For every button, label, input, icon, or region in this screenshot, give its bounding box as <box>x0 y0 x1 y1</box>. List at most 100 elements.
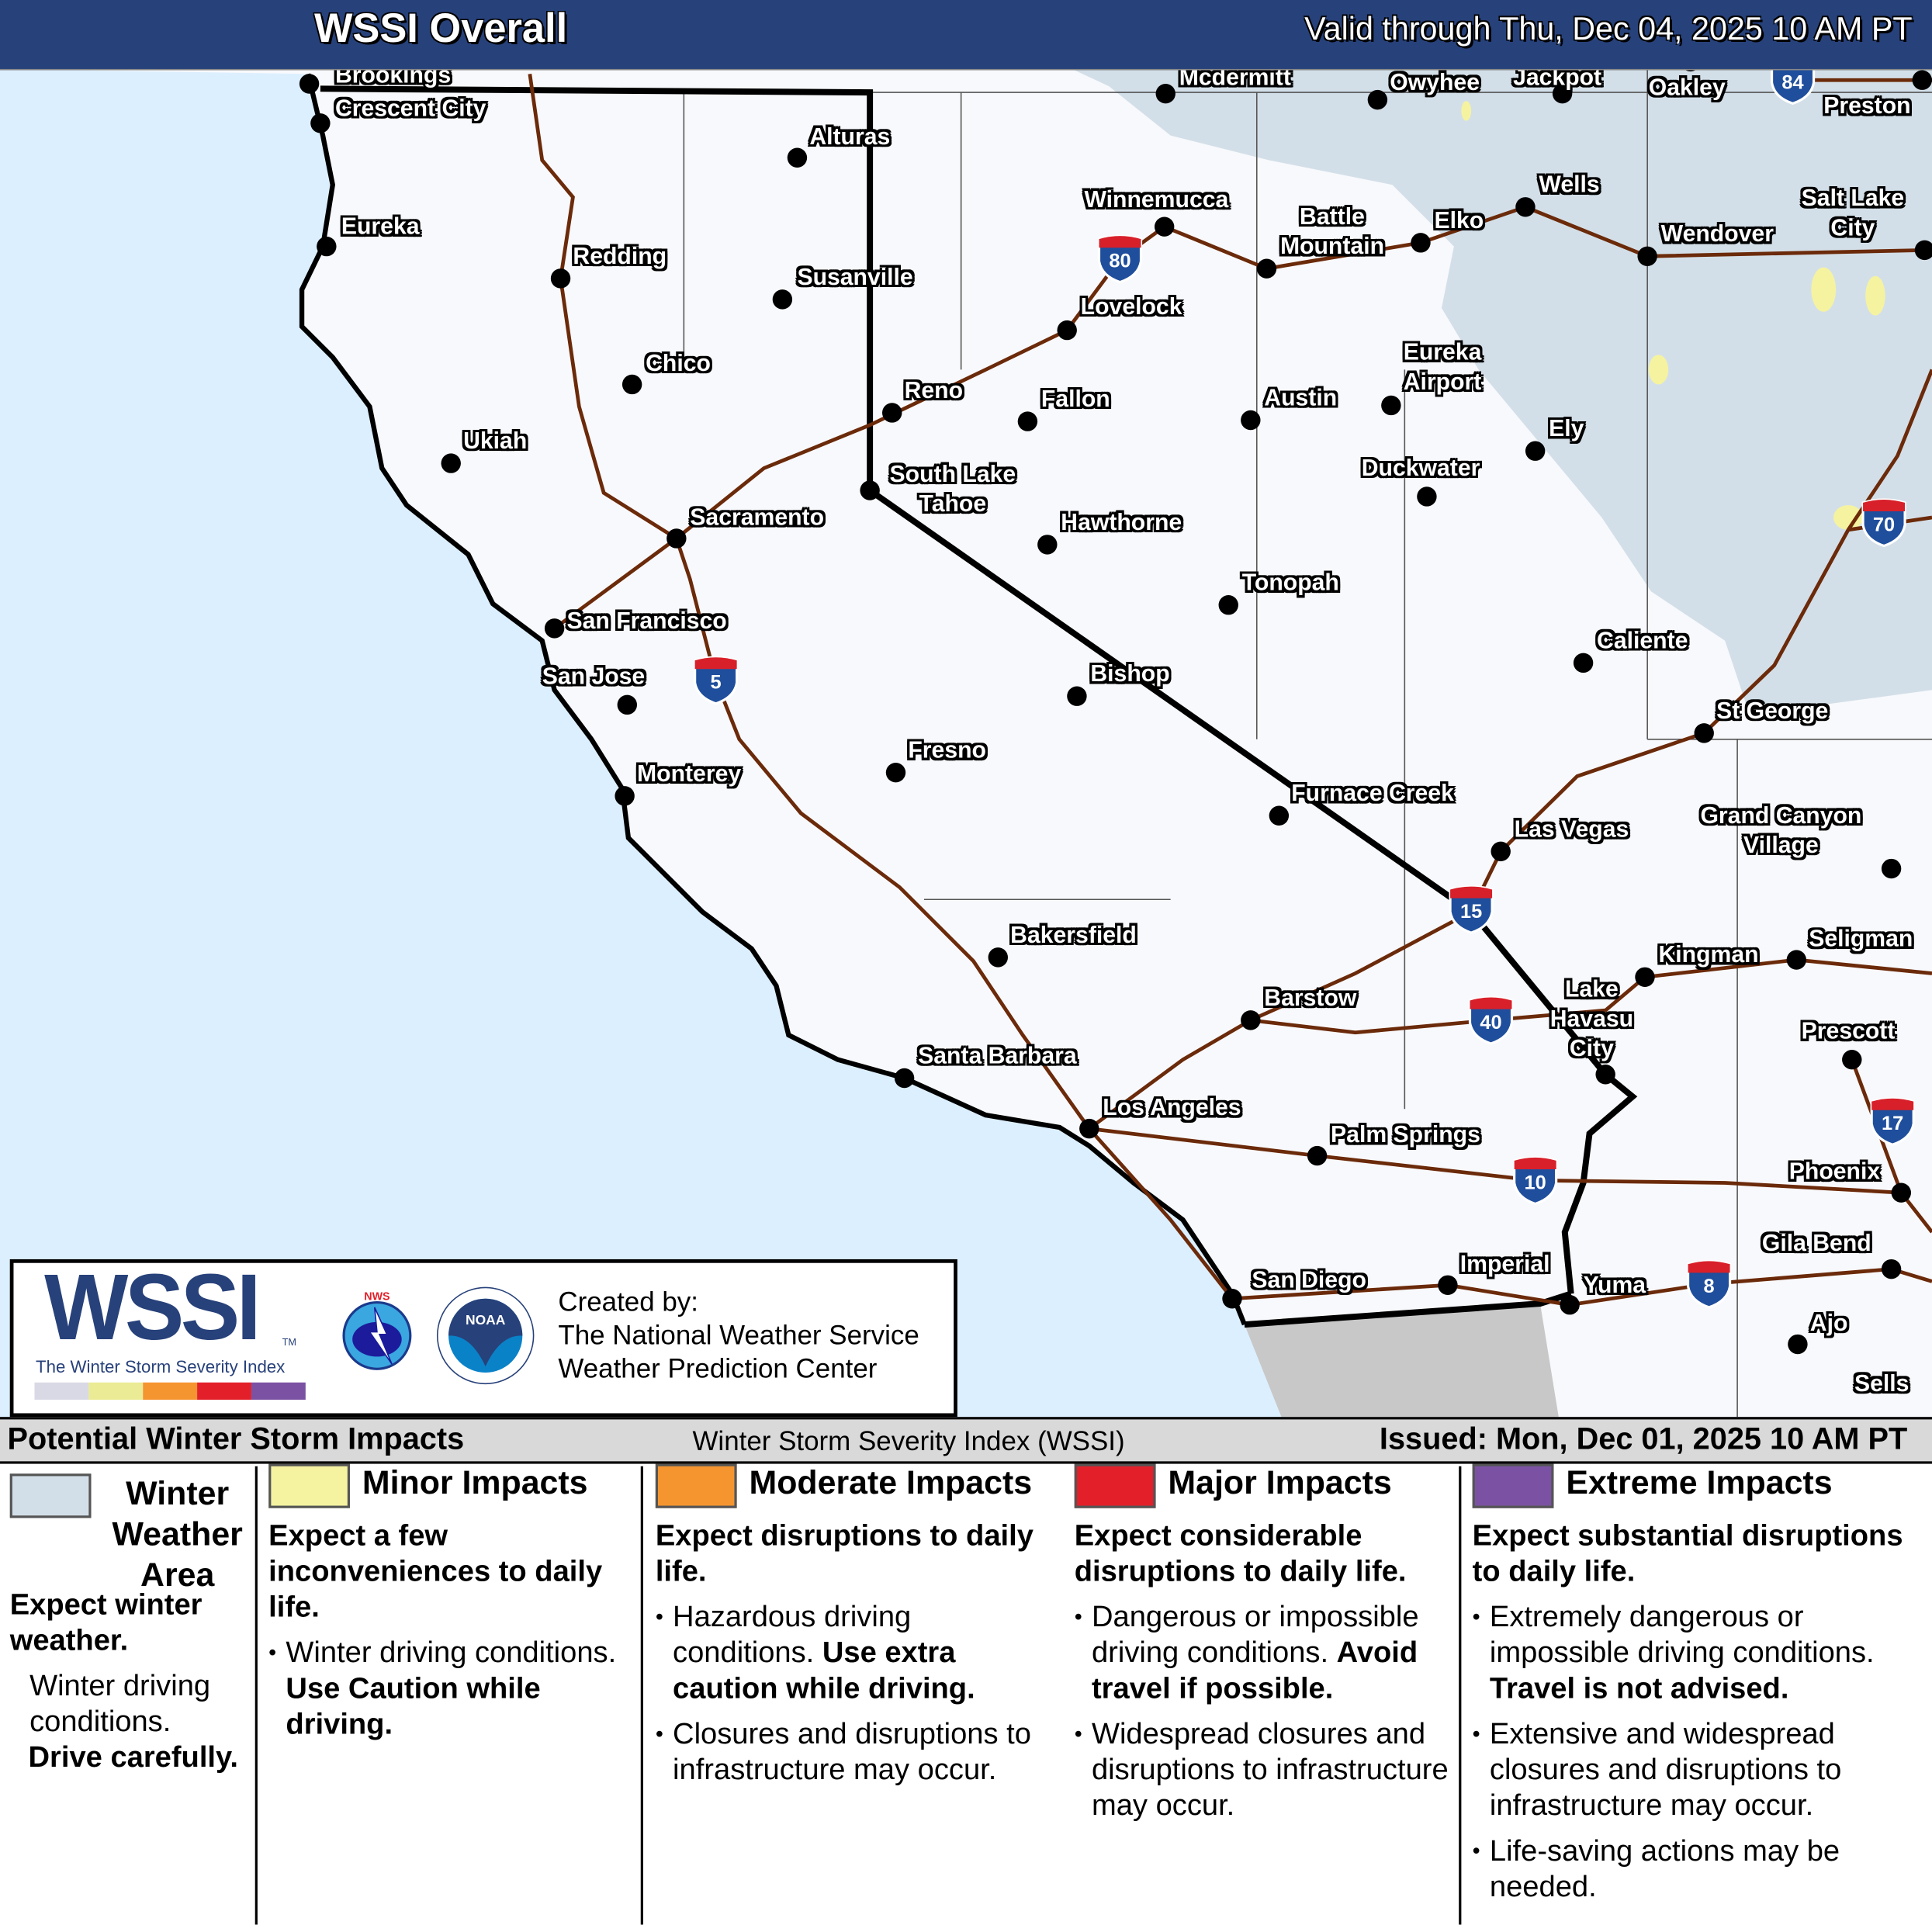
city-label: Bakersfield <box>1010 923 1137 949</box>
city-dot <box>1525 441 1546 461</box>
legend-bullet: Hazardous driving conditions. Use extra … <box>656 1599 1056 1706</box>
color-bar-segment <box>143 1382 198 1400</box>
interstate-road <box>1088 369 1932 1130</box>
city-dot <box>772 289 793 310</box>
city-label: Monterey <box>637 761 742 788</box>
city-dot <box>1411 233 1431 253</box>
city-dot <box>1914 240 1932 261</box>
city-label: South Lake Tahoe <box>889 462 1016 518</box>
city-dot <box>1515 197 1536 217</box>
swatch-moderate <box>655 1463 737 1508</box>
legend-title-moderate: Moderate Impacts <box>749 1464 1033 1501</box>
city-dot <box>1881 858 1902 879</box>
city-dot <box>1635 967 1655 987</box>
credit-org-nws: The National Weather Service <box>558 1319 919 1351</box>
city-dot <box>894 1068 915 1089</box>
legend-minor: Minor Impacts Expect a few inconvenience… <box>268 1463 638 1932</box>
winter-weather-area <box>1072 68 1932 715</box>
city-dot <box>617 694 638 715</box>
legend-winter-weather-area: Winter Weather Area Expect winter weathe… <box>9 1464 257 1932</box>
city-label: Wendover <box>1660 221 1774 248</box>
city-dot <box>1552 83 1573 104</box>
city-label: Prescott <box>1801 1019 1896 1045</box>
interstate-number: 80 <box>1109 251 1131 272</box>
legend-divider <box>640 1466 643 1925</box>
city-dot <box>621 374 642 395</box>
city-label: Barstow <box>1264 985 1357 1012</box>
city-label: Chico <box>646 351 711 377</box>
legend-expect-moderate: Expect disruptions to daily life. <box>655 1519 1034 1588</box>
legend-extreme: Extreme Impacts Expect substantial disru… <box>1472 1463 1929 1932</box>
map-canvas <box>0 68 1932 1418</box>
bullet-bold: Use extra caution while driving. <box>673 1636 975 1705</box>
legend-title: Potential Winter Storm Impacts <box>7 1421 465 1457</box>
city-dot <box>1573 653 1594 673</box>
interstate-shield-icon: 8 <box>1684 1259 1734 1309</box>
city-dot <box>1417 486 1437 507</box>
city-dot <box>1438 1275 1458 1295</box>
interstate-number: 10 <box>1524 1172 1546 1194</box>
city-label: Lovelock <box>1080 294 1182 320</box>
color-bar-segment <box>197 1382 251 1400</box>
city-dot <box>1595 1065 1615 1085</box>
created-by-label: Created by: <box>558 1286 698 1317</box>
bullet-bold: Avoid travel if possible. <box>1091 1636 1418 1705</box>
city-label: Palm Springs <box>1331 1122 1480 1149</box>
city-dot <box>1637 246 1657 267</box>
interstate-number: 84 <box>1781 72 1804 94</box>
city-dot <box>882 403 902 423</box>
swatch-winter-weather-area <box>9 1473 92 1518</box>
city-label: Kingman <box>1658 942 1759 969</box>
city-label: Eureka Airport <box>1403 340 1482 396</box>
city-dot <box>615 786 635 806</box>
interstate-number: 40 <box>1480 1013 1502 1034</box>
city-label: Imperial <box>1459 1252 1550 1278</box>
city-label: Owyhee <box>1390 70 1480 96</box>
city-label: Fallon <box>1040 386 1110 413</box>
city-dot <box>1241 1010 1261 1030</box>
minor-impact-area <box>1648 355 1669 385</box>
city-dot <box>299 74 320 94</box>
city-dot <box>1155 83 1175 104</box>
city-label: Elko <box>1434 208 1484 234</box>
legend-title-extreme: Extreme Impacts <box>1566 1464 1833 1501</box>
minor-impact-area <box>1811 267 1837 312</box>
minor-impact-area <box>1461 101 1472 121</box>
city-dot <box>1218 595 1238 615</box>
legend-bullet: Dangerous or impossible driving conditio… <box>1075 1599 1459 1706</box>
legend-title-wwa: Winter Weather Area <box>112 1474 243 1594</box>
city-label: Hawthorne <box>1061 510 1182 536</box>
swatch-minor <box>268 1463 350 1508</box>
credits-box: WSSI TM The Winter Storm Severity Index … <box>9 1259 957 1418</box>
city-dot <box>1067 686 1087 706</box>
header-bar: WSSI Overall Valid through Thu, Dec 04, … <box>0 0 1932 71</box>
bullet-bold: Travel is not advised. <box>1489 1671 1789 1705</box>
city-label: Preston <box>1823 93 1911 120</box>
interstate-shield-icon: 5 <box>691 656 741 705</box>
mexico <box>1244 1304 1559 1418</box>
city-dot <box>1891 1182 1912 1203</box>
city-label: Eureka <box>341 214 420 241</box>
city-dot <box>317 236 337 257</box>
legend-expect-major: Expect considerable disruptions to daily… <box>1074 1519 1407 1588</box>
city-dot <box>1881 1259 1902 1279</box>
interstate-shield-icon: 17 <box>1868 1096 1917 1146</box>
legend-expect-extreme: Expect substantial disruptions to daily … <box>1472 1519 1903 1588</box>
city-dot <box>1367 89 1388 110</box>
legend-major: Major Impacts Expect considerable disrup… <box>1074 1463 1459 1932</box>
city-dot <box>1694 723 1714 743</box>
credit-org-wpc: Weather Prediction Center <box>558 1352 878 1384</box>
city-label: St George <box>1716 698 1829 725</box>
city-dot <box>988 947 1008 968</box>
interstate-number: 5 <box>710 673 722 694</box>
map-title: WSSI Overall <box>313 5 568 51</box>
city-dot <box>1037 535 1058 555</box>
interstate-shield-icon: 40 <box>1466 995 1516 1045</box>
city-label: Sacramento <box>690 505 825 531</box>
city-label: Los Angeles <box>1103 1095 1241 1122</box>
city-label: Winnemucca <box>1084 187 1229 213</box>
bullet-bold: Use Caution while driving. <box>286 1671 541 1741</box>
city-label: San Francisco <box>566 608 727 635</box>
legend: Potential Winter Storm Impacts Winter St… <box>0 1417 1932 1932</box>
legend-bullet: Closures and disruptions to infrastructu… <box>656 1716 1056 1788</box>
